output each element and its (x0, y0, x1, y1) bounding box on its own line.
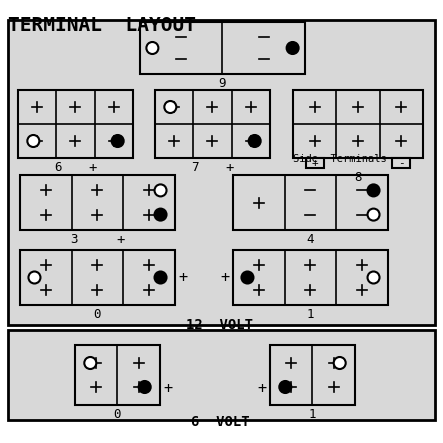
Circle shape (139, 381, 151, 393)
Bar (392, 158, 410, 168)
Bar (8, 330, 435, 420)
Circle shape (279, 381, 291, 393)
Circle shape (155, 272, 167, 284)
Text: -: - (398, 158, 405, 168)
Bar (140, 22, 305, 74)
Text: 9: 9 (219, 77, 226, 90)
Text: TERMINAL  LAYOUT: TERMINAL LAYOUT (8, 16, 196, 35)
Text: 3: 3 (70, 233, 78, 246)
Bar (20, 175, 175, 230)
Text: 6  VOLT: 6 VOLT (190, 415, 249, 429)
Text: 0: 0 (94, 308, 101, 321)
Circle shape (368, 209, 380, 221)
Text: +: + (311, 158, 318, 168)
Circle shape (146, 42, 159, 54)
Text: Side  Terminals: Side Terminals (293, 154, 387, 164)
Bar (306, 158, 324, 168)
Bar (155, 90, 270, 158)
Bar (233, 250, 388, 305)
Circle shape (28, 272, 40, 284)
Bar (270, 345, 355, 405)
Text: 12  VOLT: 12 VOLT (187, 318, 253, 332)
Circle shape (27, 135, 39, 147)
Bar (233, 175, 388, 230)
Bar (8, 20, 435, 325)
Circle shape (112, 135, 124, 147)
Circle shape (241, 272, 253, 284)
Circle shape (334, 357, 346, 369)
Circle shape (287, 42, 299, 54)
Circle shape (84, 357, 96, 369)
Text: 8: 8 (354, 171, 362, 184)
Text: +: + (225, 161, 234, 175)
Text: +: + (221, 270, 230, 285)
Text: 0: 0 (114, 408, 121, 421)
Circle shape (164, 101, 176, 113)
Text: +: + (89, 161, 97, 175)
Circle shape (368, 184, 380, 196)
Bar (18, 90, 133, 158)
Circle shape (155, 184, 167, 196)
Text: 6: 6 (54, 161, 62, 174)
Circle shape (155, 209, 167, 221)
Text: 7: 7 (191, 161, 199, 174)
Bar (20, 250, 175, 305)
Circle shape (368, 272, 380, 284)
Bar (293, 90, 423, 158)
Text: +: + (178, 270, 187, 285)
Text: +: + (117, 233, 125, 247)
Text: 1: 1 (309, 408, 316, 421)
Text: +: + (258, 381, 267, 396)
Circle shape (249, 135, 260, 147)
Text: 1: 1 (307, 308, 314, 321)
Bar (75, 345, 160, 405)
Text: +: + (163, 381, 172, 396)
Text: 4: 4 (307, 233, 314, 246)
